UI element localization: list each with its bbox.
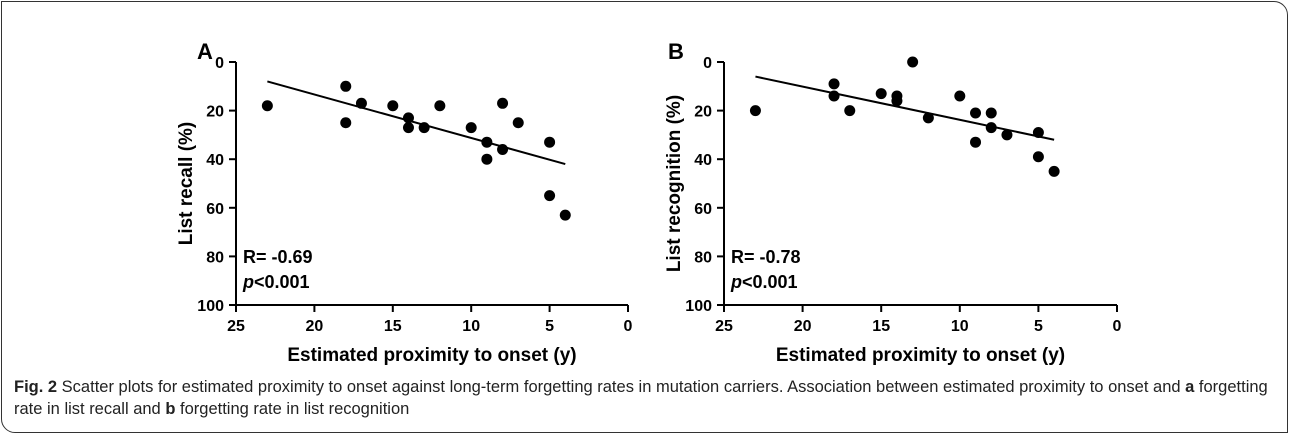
y-tick-label: 20 xyxy=(206,104,224,121)
regression-line xyxy=(755,75,1055,141)
x-tick-label: 15 xyxy=(872,318,890,335)
data-point xyxy=(402,122,414,134)
data-point xyxy=(891,95,903,107)
caption-text-1: Scatter plots for estimated proximity to… xyxy=(57,378,1186,396)
data-point xyxy=(828,78,840,90)
data-point xyxy=(922,112,934,124)
x-tick-label: 0 xyxy=(624,318,633,335)
panel-label: A xyxy=(197,39,213,64)
data-point xyxy=(954,90,966,102)
p-value-annotation: p<0.001 xyxy=(242,272,310,292)
caption-fig-label: Fig. 2 xyxy=(14,378,58,396)
data-point xyxy=(985,107,997,119)
x-tick-label: 25 xyxy=(227,318,245,335)
y-tick-label: 80 xyxy=(694,249,712,266)
y-tick-label: 0 xyxy=(215,55,224,72)
data-point xyxy=(497,97,509,109)
data-point xyxy=(907,56,919,68)
y-tick-label: 100 xyxy=(685,298,712,315)
x-tick-label: 20 xyxy=(794,318,812,335)
x-tick-label: 25 xyxy=(715,318,733,335)
y-tick-label: 40 xyxy=(206,152,224,169)
p-value-annotation: p<0.001 xyxy=(730,272,798,292)
p-value-letter: p xyxy=(242,272,254,292)
data-point xyxy=(434,100,446,112)
y-tick-label: 0 xyxy=(703,55,712,72)
x-tick-label: 10 xyxy=(462,318,480,335)
data-point xyxy=(465,122,477,134)
data-point xyxy=(875,88,887,100)
data-point xyxy=(497,143,509,155)
data-point xyxy=(828,90,840,102)
x-tick-label: 5 xyxy=(545,318,554,335)
x-tick-label: 15 xyxy=(384,318,402,335)
data-point xyxy=(355,97,367,109)
data-point xyxy=(544,136,556,148)
y-axis-title: List recognition (%) xyxy=(664,95,685,272)
data-point xyxy=(544,190,556,202)
data-point xyxy=(340,117,352,129)
caption-text-3: forgetting rate in list recognition xyxy=(175,400,410,418)
data-point xyxy=(559,209,571,221)
y-tick-label: 20 xyxy=(694,104,712,121)
data-point xyxy=(387,100,399,112)
data-point xyxy=(985,122,997,134)
data-point xyxy=(481,136,493,148)
data-point xyxy=(1001,129,1013,141)
y-tick-label: 100 xyxy=(197,298,224,315)
data-point xyxy=(970,107,982,119)
p-value-threshold: <0.001 xyxy=(254,272,310,292)
data-point xyxy=(402,112,414,124)
caption-text-2: forgetting rate in list recall and xyxy=(14,378,1268,418)
x-tick-label: 20 xyxy=(306,318,324,335)
caption-panel-a-ref: a xyxy=(1185,378,1195,396)
regression-line xyxy=(267,80,566,166)
y-tick-label: 60 xyxy=(206,201,224,218)
caption-panel-b-ref: b xyxy=(165,400,176,418)
x-axis-title: Estimated proximity to onset (y) xyxy=(287,345,576,366)
panel-label: B xyxy=(668,39,684,64)
y-tick-label: 60 xyxy=(694,201,712,218)
correlation-annotation: R= -0.69 xyxy=(243,247,313,267)
data-point xyxy=(749,105,761,117)
y-tick-label: 40 xyxy=(694,152,712,169)
data-point xyxy=(1032,126,1044,138)
y-tick-label: 80 xyxy=(206,249,224,266)
data-point xyxy=(481,153,493,165)
data-point xyxy=(512,117,524,129)
data-point xyxy=(418,122,430,134)
x-tick-label: 0 xyxy=(1113,318,1122,335)
data-point xyxy=(340,80,352,92)
data-point xyxy=(261,100,273,112)
data-point xyxy=(1048,165,1060,177)
x-tick-label: 10 xyxy=(951,318,969,335)
data-point xyxy=(970,136,982,148)
x-tick-label: 5 xyxy=(1034,318,1043,335)
p-value-letter: p xyxy=(730,272,742,292)
p-value-threshold: <0.001 xyxy=(742,272,798,292)
y-axis-title: List recall (%) xyxy=(176,122,197,246)
x-axis-title: Estimated proximity to onset (y) xyxy=(776,345,1065,366)
correlation-annotation: R= -0.78 xyxy=(731,247,801,267)
figure-caption: Fig. 2 Scatter plots for estimated proxi… xyxy=(14,376,1274,420)
data-point xyxy=(1032,151,1044,163)
data-point xyxy=(844,105,856,117)
